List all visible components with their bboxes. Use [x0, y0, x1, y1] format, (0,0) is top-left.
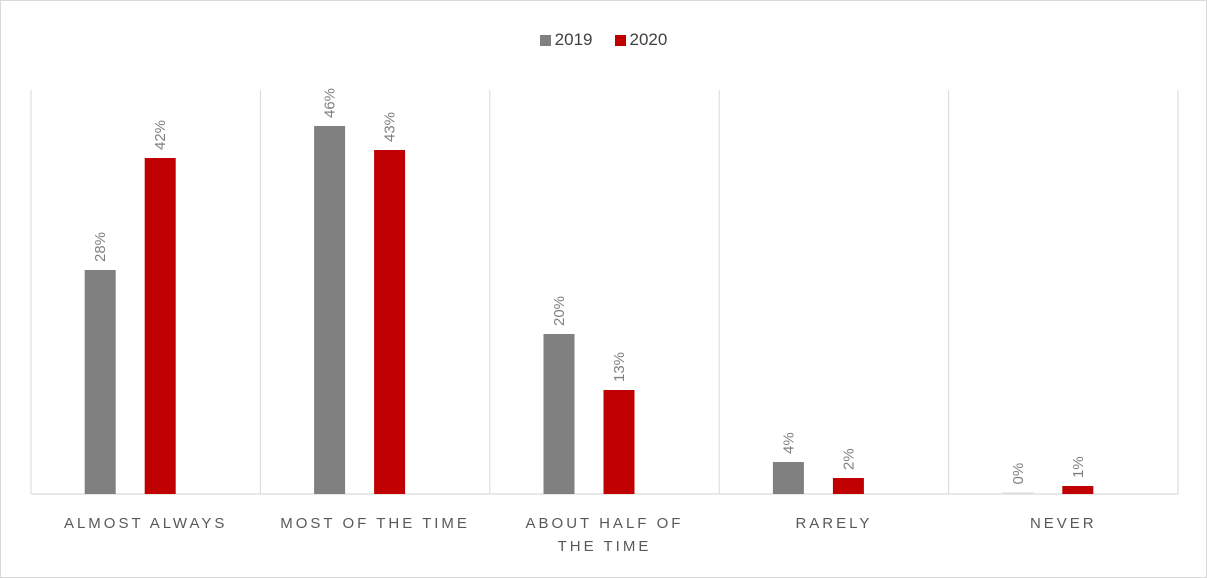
bar-2020: [374, 150, 406, 494]
bar-2020: [144, 158, 176, 494]
data-label-2020: 42%: [152, 120, 169, 150]
legend-item-2020: 2020: [614, 30, 668, 50]
data-label-2020: 43%: [382, 112, 399, 142]
legend-item-2019: 2019: [539, 30, 593, 50]
bar-2019: [1002, 492, 1034, 494]
legend-swatch-2020: [614, 34, 626, 46]
bar-2020: [1062, 486, 1094, 494]
data-label-2019: 0%: [1010, 463, 1027, 485]
bar-2019: [772, 462, 804, 494]
x-tick-label: RARELY: [795, 515, 872, 532]
bar-2019: [84, 270, 116, 494]
data-label-2020: 2%: [840, 448, 857, 470]
x-tick-label: ALMOST ALWAYS: [64, 515, 227, 532]
data-label-2019: 28%: [92, 232, 109, 262]
bar-2019: [314, 126, 346, 494]
data-label-2019: 4%: [780, 432, 797, 454]
bar-2019: [543, 334, 575, 494]
chart-legend: 2019 2020: [0, 30, 1207, 50]
legend-label-2019: 2019: [554, 30, 593, 49]
data-label-2019: 46%: [322, 88, 339, 118]
x-tick-label: NEVER: [1030, 515, 1097, 532]
legend-swatch-2019: [539, 34, 551, 46]
x-tick-label: THE TIME: [558, 538, 652, 555]
data-label-2019: 20%: [551, 296, 568, 326]
x-tick-label: MOST OF THE TIME: [280, 515, 470, 532]
bar-2020: [832, 478, 864, 494]
bar-2020: [603, 390, 635, 494]
x-tick-label: ABOUT HALF OF: [526, 515, 684, 532]
legend-label-2020: 2020: [629, 30, 668, 49]
data-label-2020: 1%: [1070, 456, 1087, 478]
data-label-2020: 13%: [611, 352, 628, 382]
